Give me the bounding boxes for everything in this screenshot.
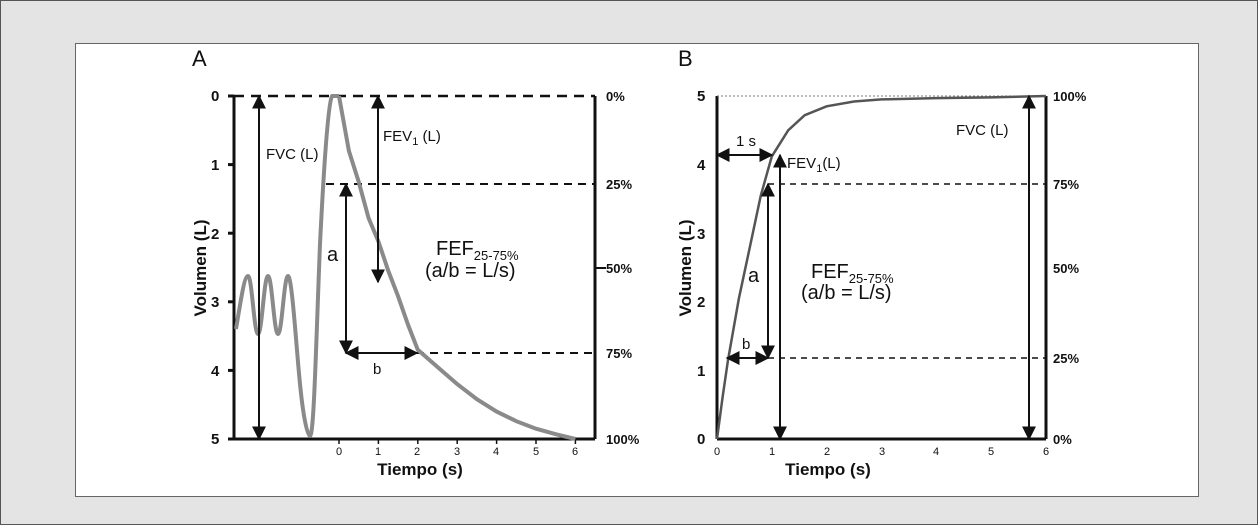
a-fev1-label: FEV1 (L)	[383, 128, 441, 148]
a-ytick-label: 5	[211, 431, 219, 448]
panel-a-letter: A	[192, 46, 207, 71]
b-pct-label: 0%	[1053, 432, 1072, 447]
b-fvc-label: FVC (L)	[956, 122, 1009, 139]
a-xtick-label: 3	[454, 446, 460, 458]
b-xtick-label: 5	[988, 446, 994, 458]
a-xtick-label: 6	[572, 446, 578, 458]
a-pct-label: 75%	[606, 346, 632, 361]
a-fef-formula: (a/b = L/s)	[425, 260, 516, 282]
a-xtick-label: 1	[375, 446, 381, 458]
b-xtick-label: 4	[933, 446, 939, 458]
b-pct-label: 100%	[1053, 89, 1087, 104]
a-xtick-label: 5	[533, 446, 539, 458]
b-pct-label: 75%	[1053, 177, 1079, 192]
a-xtick-label: 2	[414, 446, 420, 458]
b-fef-label: FEF25-75%	[811, 261, 894, 286]
b-ytick-label: 0	[697, 431, 705, 448]
b-ytick-label: 5	[697, 88, 705, 105]
b-fef-formula: (a/b = L/s)	[801, 282, 892, 304]
a-pct-label: 50%	[606, 261, 632, 276]
a-ytick-label: 3	[211, 294, 219, 311]
b-pct-label: 50%	[1053, 261, 1079, 276]
b-xtick-label: 6	[1043, 446, 1049, 458]
b-a-label: a	[748, 265, 760, 287]
a-ytick-label: 2	[211, 226, 219, 243]
b-xtick-label: 0	[714, 446, 720, 458]
a-ylabel: Volumen (L)	[191, 220, 210, 317]
a-xtick-label: 0	[336, 446, 342, 458]
a-xtick-label: 4	[493, 446, 499, 458]
b-one-second-label: 1 s	[736, 133, 756, 150]
a-pct-label: 0%	[606, 89, 625, 104]
b-pct-label: 25%	[1053, 351, 1079, 366]
b-b-label: b	[742, 336, 750, 353]
a-a-label: a	[327, 244, 339, 266]
b-xtick-label: 2	[824, 446, 830, 458]
a-ytick-label: 4	[211, 363, 220, 380]
a-b-label: b	[373, 361, 381, 378]
b-fev1-label: FEV1(L)	[787, 155, 841, 175]
chart-b: B 5 4 3 2 1 0 Volumen (L) 100% 75% 50% 2…	[676, 46, 1087, 479]
a-fef-label: FEF25-75%	[436, 238, 519, 263]
b-ylabel: Volumen (L)	[676, 220, 695, 317]
a-xlabel: Tiempo (s)	[377, 460, 463, 479]
panel-b-letter: B	[678, 46, 693, 71]
b-ytick-label: 2	[697, 294, 705, 311]
b-ytick-label: 1	[697, 363, 705, 380]
figure-panel: A 0 1 2 3 4 5 Volumen (L) 0% 25% 50% 75%…	[75, 43, 1199, 497]
b-ytick-label: 3	[697, 226, 705, 243]
b-xtick-label: 1	[769, 446, 775, 458]
b-xlabel: Tiempo (s)	[785, 460, 871, 479]
b-xtick-label: 3	[879, 446, 885, 458]
b-volume-curve	[715, 94, 1046, 440]
a-ytick-label: 0	[211, 88, 219, 105]
b-ytick-label: 4	[697, 157, 706, 174]
spirometry-figure: A 0 1 2 3 4 5 Volumen (L) 0% 25% 50% 75%…	[191, 46, 1087, 479]
a-pct-label: 25%	[606, 177, 632, 192]
a-fvc-label: FVC (L)	[266, 146, 319, 163]
chart-a: A 0 1 2 3 4 5 Volumen (L) 0% 25% 50% 75%…	[191, 46, 640, 479]
a-pct-label: 100%	[606, 432, 640, 447]
a-ytick-label: 1	[211, 157, 219, 174]
